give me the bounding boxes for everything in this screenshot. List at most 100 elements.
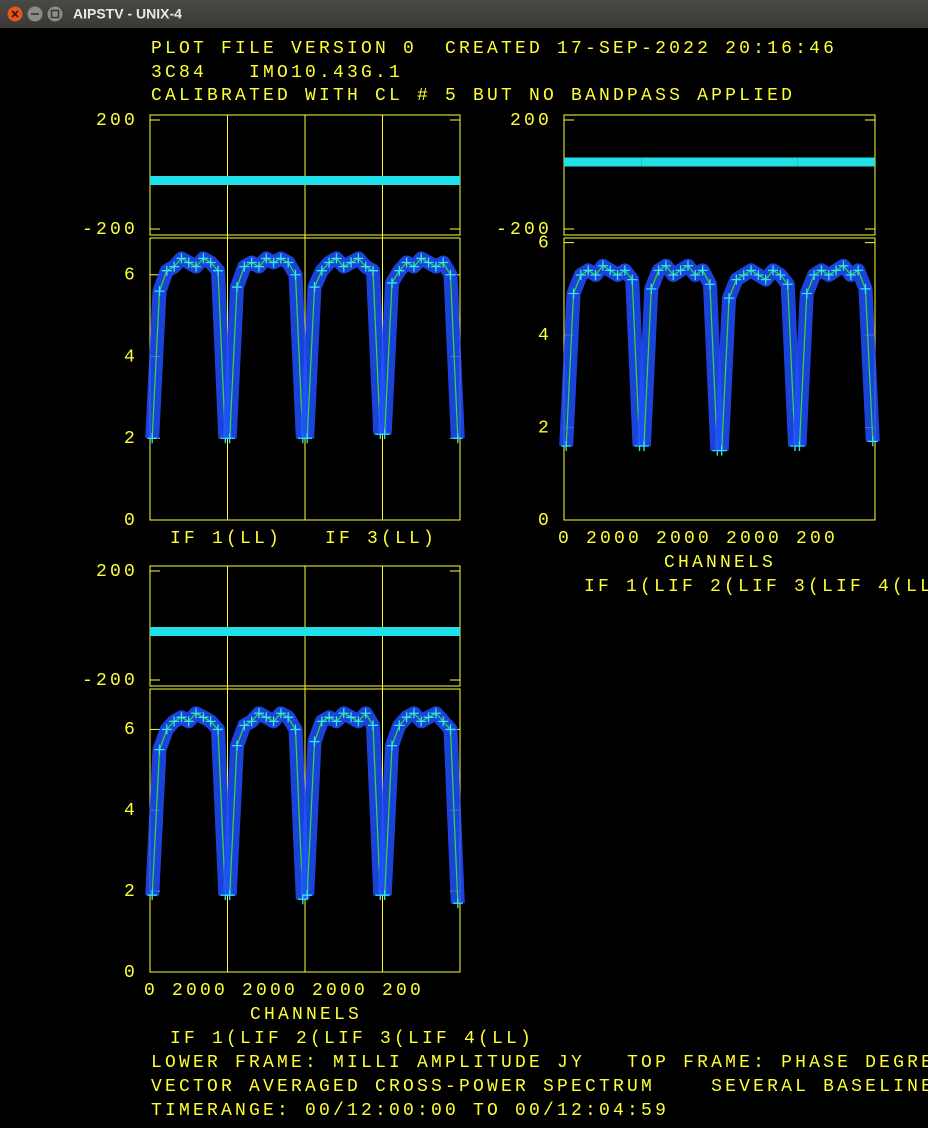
amp-point [831, 265, 842, 276]
amp-point [154, 744, 165, 755]
amp-point [253, 708, 264, 719]
y-tick-label: 200 [96, 111, 138, 131]
amp-point [290, 269, 301, 280]
amp-band [636, 258, 725, 451]
amp-point [653, 265, 664, 276]
amp-point [302, 433, 313, 444]
x-axis-title: CHANNELS [664, 553, 776, 573]
amp-point [575, 269, 586, 280]
amp-point [682, 260, 693, 271]
footer-line: VECTOR AVERAGED CROSS-POWER SPECTRUM SEV… [151, 1077, 928, 1097]
amp-point [353, 716, 364, 727]
y-tick-label: 4 [124, 801, 138, 821]
amp-point [261, 253, 272, 264]
amp-point [619, 265, 630, 276]
amp-point [183, 257, 194, 268]
phase-frame [563, 114, 876, 236]
amp-point [338, 708, 349, 719]
amp-band [559, 258, 647, 447]
amp-point [660, 260, 671, 271]
amp-point [394, 265, 405, 276]
amp-point [176, 253, 187, 264]
amp-point [316, 716, 327, 727]
amp-point [394, 720, 405, 731]
amp-point [309, 736, 320, 747]
amp-point [224, 433, 235, 444]
amp-point [191, 708, 202, 719]
amp-point [212, 265, 223, 276]
y-tick-label: 2 [124, 429, 138, 449]
amp-point [430, 708, 441, 719]
amp-point [379, 429, 390, 440]
amp-band [300, 706, 388, 896]
amp-band [377, 251, 465, 439]
x-tick-labels: 0 2000 2000 2000 200 [558, 529, 838, 549]
amp-point [605, 265, 616, 276]
y-tick-label: -200 [496, 220, 552, 240]
amp-point [161, 265, 172, 276]
amp-point [561, 441, 572, 452]
amp-point [638, 441, 649, 452]
amp-point [401, 712, 412, 723]
amp-point [346, 712, 357, 723]
maximize-icon [50, 9, 60, 19]
amp-band [792, 258, 880, 447]
amp-point [283, 257, 294, 268]
amp-point [232, 282, 243, 293]
amp-point [212, 724, 223, 735]
amp-point [261, 712, 272, 723]
amp-point [324, 712, 335, 723]
amp-point [612, 269, 623, 280]
amp-point [782, 279, 793, 290]
amp-point [198, 253, 209, 264]
amp-point [176, 712, 187, 723]
amp-point [387, 277, 398, 288]
amp-point [452, 433, 463, 444]
amp-point [379, 890, 390, 901]
amp-point [198, 712, 209, 723]
amp-point [423, 257, 434, 268]
amp-point [205, 716, 216, 727]
y-tick-label: 6 [124, 266, 138, 286]
amp-point [316, 265, 327, 276]
amp-point [794, 441, 805, 452]
amp-point [239, 261, 250, 272]
amp-point [408, 708, 419, 719]
amp-point [697, 265, 708, 276]
amp-point [169, 716, 180, 727]
amp-point [154, 286, 165, 297]
amp-point [183, 716, 194, 727]
amp-point [191, 261, 202, 272]
amp-point [809, 269, 820, 280]
if-label: IF 1(LIF 2(LIF 3(LIF 4(LL) [584, 577, 928, 597]
x-axis-title: CHANNELS [250, 1005, 362, 1025]
y-tick-label: 4 [124, 347, 138, 367]
amp-point [690, 269, 701, 280]
amp-point [845, 269, 856, 280]
amp-point [161, 724, 172, 735]
amp-point [753, 269, 764, 280]
header-line: 3C84 IMO10.43G.1 [151, 63, 403, 83]
amp-point [147, 433, 158, 444]
amp-point [438, 257, 449, 268]
maximize-button[interactable] [47, 6, 63, 22]
amp-point [353, 253, 364, 264]
y-tick-label: 0 [538, 511, 552, 531]
amp-point [768, 265, 779, 276]
amp-point [646, 283, 657, 294]
amp-point [627, 274, 638, 285]
amp-point [360, 261, 371, 272]
amp-point [823, 269, 834, 280]
amp-point [746, 265, 757, 276]
amp-point [452, 898, 463, 909]
header-line: CALIBRATED WITH CL # 5 BUT NO BANDPASS A… [151, 86, 795, 106]
amp-band [377, 706, 465, 904]
y-tick-label: 2 [124, 882, 138, 902]
amp-point [775, 269, 786, 280]
amp-point [816, 265, 827, 276]
amp-point [232, 740, 243, 751]
y-tick-label: 6 [538, 233, 552, 253]
amp-point [283, 712, 294, 723]
amp-point [668, 269, 679, 280]
y-tick-label: 0 [124, 963, 138, 983]
